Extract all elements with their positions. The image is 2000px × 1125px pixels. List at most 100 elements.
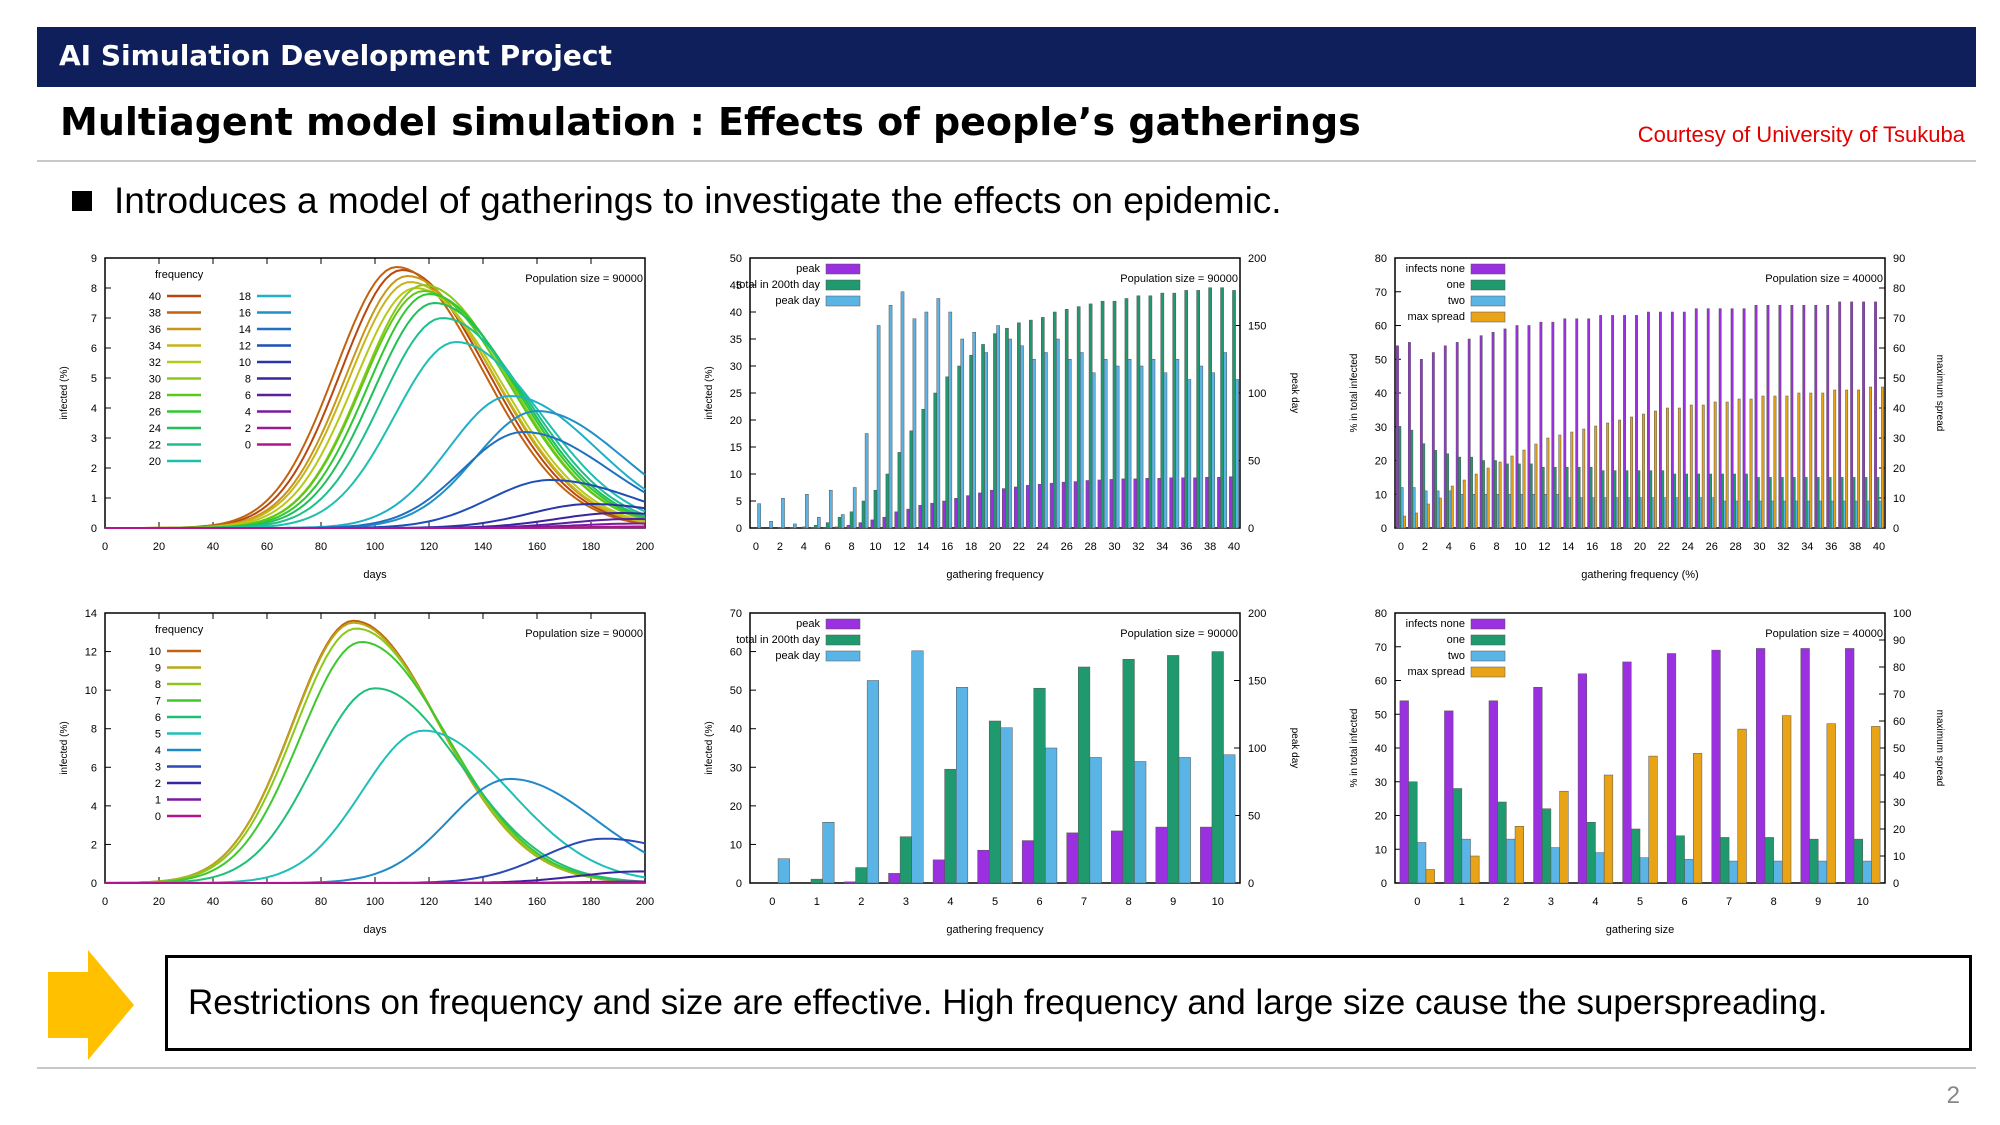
x-tick-label: 120 bbox=[420, 896, 438, 908]
x-tick-label: 22 bbox=[1658, 541, 1670, 553]
legend-label: 8 bbox=[245, 374, 251, 386]
bar-two bbox=[1639, 857, 1649, 884]
legend-label: 8 bbox=[155, 679, 161, 691]
x-tick-label: 36 bbox=[1825, 541, 1837, 553]
bar-infects-none bbox=[1766, 305, 1770, 529]
y2-tick-label: 60 bbox=[1893, 343, 1905, 355]
x-tick-label: 32 bbox=[1132, 541, 1144, 553]
legend-label: 5 bbox=[155, 729, 161, 741]
legend-label: 16 bbox=[239, 308, 251, 320]
x-tick-label: 40 bbox=[207, 896, 219, 908]
x-tick-label: 10 bbox=[1857, 896, 1869, 908]
bar-peak-day bbox=[1199, 365, 1204, 529]
bar-peak-day bbox=[1045, 747, 1058, 884]
bar-infects-none bbox=[1577, 673, 1588, 884]
bar-peak-day bbox=[866, 680, 879, 884]
bar-one bbox=[1876, 477, 1880, 529]
bar-total-in-200th-day bbox=[1076, 306, 1081, 529]
y-tick-label: 6 bbox=[91, 343, 97, 355]
x-tick-label: 200 bbox=[636, 896, 654, 908]
bar-one bbox=[1780, 477, 1784, 529]
x-tick-label: 80 bbox=[315, 896, 327, 908]
chart-infected-vs-gathering-frequency: 05101520253035404550050100150200gatherin… bbox=[704, 253, 1300, 581]
legend-label: 30 bbox=[149, 374, 161, 386]
legend-label: 4 bbox=[155, 745, 161, 757]
bar-total-in-200th-day bbox=[981, 344, 985, 529]
bar-one bbox=[1673, 473, 1677, 529]
bar-peak bbox=[1013, 486, 1018, 529]
bar-one bbox=[1804, 477, 1808, 529]
x-tick-label: 24 bbox=[1682, 541, 1694, 553]
series-line-34 bbox=[105, 281, 646, 529]
bar-peak-day bbox=[757, 503, 761, 529]
bar-peak-day bbox=[822, 822, 835, 884]
y-tick-label: 0 bbox=[91, 523, 97, 535]
bar-peak-day bbox=[984, 352, 988, 529]
bar-infects-none bbox=[1826, 305, 1830, 529]
bar-peak-day bbox=[888, 305, 893, 529]
bar-total-in-200th-day bbox=[1033, 687, 1046, 884]
legend-label: 2 bbox=[155, 778, 161, 790]
bar-peak-day bbox=[1223, 754, 1236, 884]
bar-max-spread bbox=[1403, 515, 1406, 529]
bar-max-spread bbox=[1826, 723, 1836, 884]
bar-total-in-200th-day bbox=[849, 511, 854, 529]
bar-infects-none bbox=[1754, 305, 1758, 529]
bar-peak bbox=[978, 492, 982, 529]
x-tick-label: 120 bbox=[420, 541, 438, 553]
legend-label: 34 bbox=[149, 341, 161, 353]
bar-peak bbox=[834, 526, 839, 529]
bar-peak-day bbox=[1000, 727, 1013, 884]
bar-peak-day bbox=[1134, 761, 1147, 884]
bar-max-spread bbox=[1582, 428, 1586, 529]
bar-max-spread bbox=[1594, 425, 1598, 529]
y-tick-label: 5 bbox=[736, 496, 742, 508]
bar-one bbox=[1675, 835, 1685, 884]
bar-total-in-200th-day bbox=[1167, 655, 1180, 884]
y-tick-label: 4 bbox=[91, 801, 97, 813]
bar-infects-none bbox=[1611, 315, 1615, 529]
bar-total-in-200th-day bbox=[969, 354, 973, 529]
bar-infects-none bbox=[1814, 305, 1818, 529]
bar-two bbox=[1532, 494, 1536, 529]
x-tick-label: 4 bbox=[947, 896, 953, 908]
bar-peak bbox=[882, 516, 887, 529]
bar-total-in-200th-day bbox=[1211, 651, 1224, 884]
y-tick-label: 3 bbox=[91, 433, 97, 445]
x-tick-label: 5 bbox=[1637, 896, 1643, 908]
bar-one bbox=[1853, 838, 1863, 884]
y2-tick-label: 50 bbox=[1893, 743, 1905, 755]
x-tick-label: 0 bbox=[102, 896, 108, 908]
bar-two bbox=[1448, 490, 1452, 529]
bar-two bbox=[1747, 500, 1751, 529]
legend-label: 26 bbox=[149, 407, 161, 419]
population-annotation: Population size = 40000 bbox=[1765, 273, 1883, 285]
bar-peak-day bbox=[1032, 359, 1036, 529]
y-tick-label: 60 bbox=[730, 647, 742, 659]
bar-total-in-200th-day bbox=[778, 527, 782, 529]
x-tick-label: 10 bbox=[869, 541, 881, 553]
bar-infects-none bbox=[1790, 305, 1794, 529]
population-annotation: Population size = 90000 bbox=[1120, 273, 1238, 285]
bar-peak-day bbox=[1008, 338, 1012, 529]
bar-infects-none bbox=[1711, 649, 1721, 884]
legend-label: 40 bbox=[149, 291, 161, 303]
x-tick-label: 4 bbox=[1446, 541, 1452, 553]
bar-infects-none bbox=[1431, 352, 1435, 529]
bar-peak-day bbox=[1020, 345, 1024, 529]
x-tick-label: 6 bbox=[1470, 541, 1476, 553]
legend-label: 22 bbox=[149, 440, 161, 452]
legend-label: peak bbox=[796, 263, 820, 275]
bar-total-in-200th-day bbox=[945, 376, 949, 529]
bar-peak bbox=[1157, 478, 1162, 529]
bar-max-spread bbox=[1474, 473, 1478, 529]
x-tick-label: 8 bbox=[1126, 896, 1132, 908]
bar-one bbox=[1408, 781, 1418, 884]
bar-peak-day bbox=[1178, 757, 1191, 884]
y-tick-label: 10 bbox=[85, 685, 97, 697]
bar-one bbox=[1816, 477, 1820, 529]
bar-peak-day bbox=[781, 498, 785, 529]
footer-divider bbox=[37, 1067, 1976, 1069]
bar-max-spread bbox=[1498, 461, 1502, 529]
bar-max-spread bbox=[1450, 485, 1454, 529]
